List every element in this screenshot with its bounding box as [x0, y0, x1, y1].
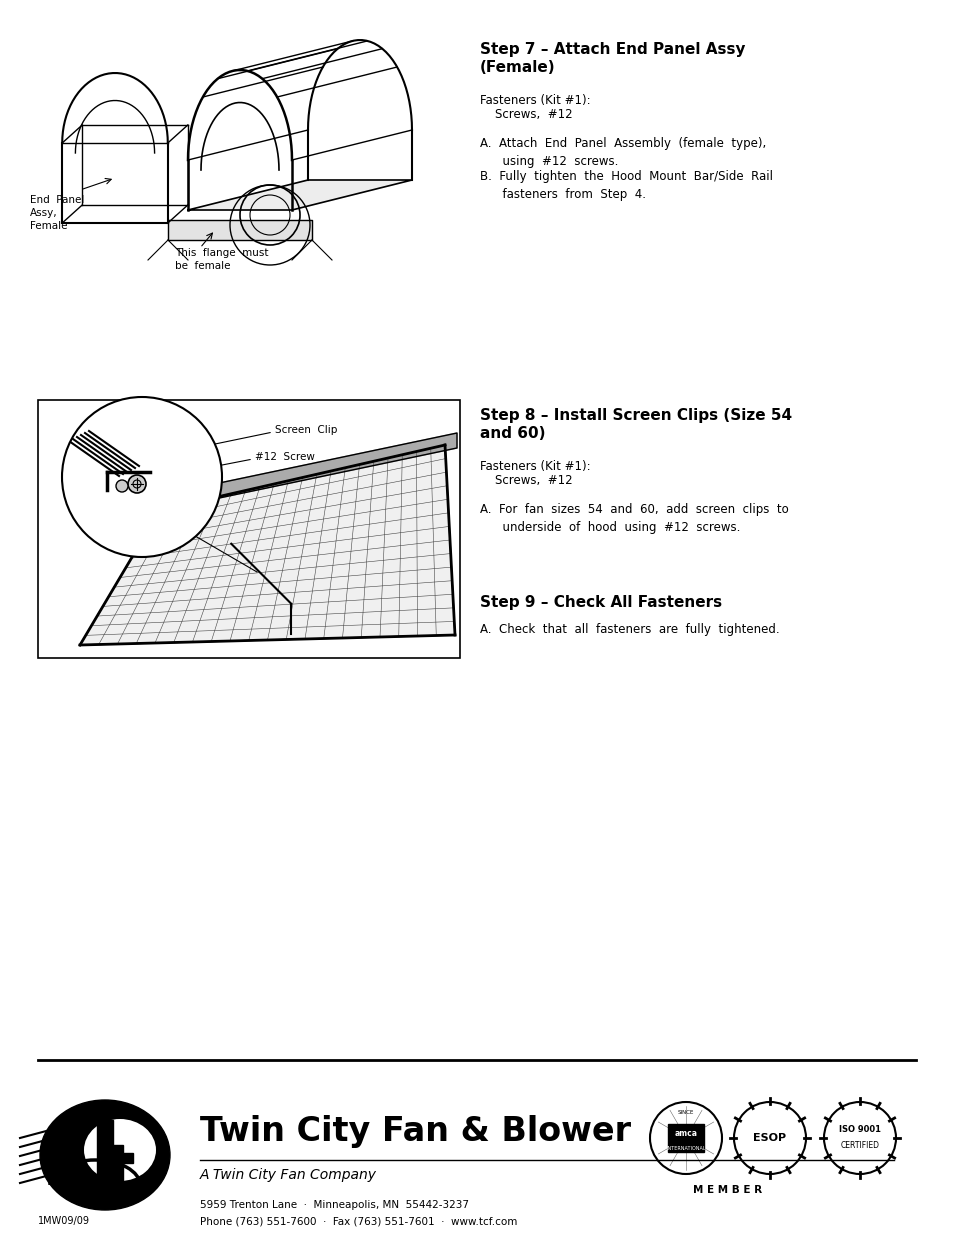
Text: A.  For  fan  sizes  54  and  60,  add  screen  clips  to
      underside  of  h: A. For fan sizes 54 and 60, add screen c… [479, 503, 788, 534]
Text: Step 7 – Attach End Panel Assy
(Female): Step 7 – Attach End Panel Assy (Female) [479, 42, 744, 75]
Text: 1MW09/09: 1MW09/09 [38, 1216, 90, 1226]
Text: INTERNATIONAL: INTERNATIONAL [665, 1146, 705, 1151]
Text: 5959 Trenton Lane  ·  Minneapolis, MN  55442-3237: 5959 Trenton Lane · Minneapolis, MN 5544… [200, 1200, 469, 1210]
Circle shape [116, 480, 128, 492]
Text: End  Panel
Assy,
Female: End Panel Assy, Female [30, 195, 84, 231]
Bar [667, 1124, 703, 1152]
Text: M E M B E R: M E M B E R [693, 1186, 761, 1195]
Text: A.  Attach  End  Panel  Assembly  (female  type),
      using  #12  screws.: A. Attach End Panel Assembly (female typ… [479, 137, 765, 168]
Text: A Twin City Fan Company: A Twin City Fan Company [200, 1168, 376, 1182]
Text: Twin City Fan & Blower: Twin City Fan & Blower [200, 1115, 630, 1149]
Text: ESOP: ESOP [753, 1132, 785, 1144]
Text: A.  Check  that  all  fasteners  are  fully  tightened.: A. Check that all fasteners are fully ti… [479, 622, 779, 636]
Polygon shape [80, 445, 455, 645]
Text: Screen  Clip: Screen Clip [274, 425, 337, 435]
Text: Screws,  #12: Screws, #12 [479, 474, 572, 487]
Text: SINCE: SINCE [677, 1109, 694, 1114]
Text: This  flange  must
be  female: This flange must be female [174, 248, 268, 272]
Text: CERTIFIED: CERTIFIED [840, 1141, 879, 1151]
Polygon shape [97, 1120, 132, 1191]
Text: B.  Fully  tighten  the  Hood  Mount  Bar/Side  Rail
      fasteners  from  Step: B. Fully tighten the Hood Mount Bar/Side… [479, 170, 772, 201]
Ellipse shape [40, 1100, 170, 1210]
Text: Fasteners (Kit #1):: Fasteners (Kit #1): [479, 459, 590, 473]
Bar [38, 400, 459, 658]
Polygon shape [148, 433, 456, 513]
Circle shape [62, 396, 222, 557]
Text: Fasteners (Kit #1):: Fasteners (Kit #1): [479, 94, 590, 107]
Text: ISO 9001: ISO 9001 [838, 1125, 880, 1135]
Circle shape [128, 475, 146, 493]
Polygon shape [168, 220, 312, 240]
Text: Screws,  #12: Screws, #12 [479, 107, 572, 121]
Text: amca: amca [674, 1130, 697, 1139]
Ellipse shape [84, 1119, 156, 1181]
Text: Step 9 – Check All Fasteners: Step 9 – Check All Fasteners [479, 595, 721, 610]
Polygon shape [188, 180, 412, 210]
Text: Phone (763) 551-7600  ·  Fax (763) 551-7601  ·  www.tcf.com: Phone (763) 551-7600 · Fax (763) 551-760… [200, 1216, 517, 1226]
Text: Step 8 – Install Screen Clips (Size 54
and 60): Step 8 – Install Screen Clips (Size 54 a… [479, 408, 791, 441]
Text: #12  Screw: #12 Screw [254, 452, 314, 462]
